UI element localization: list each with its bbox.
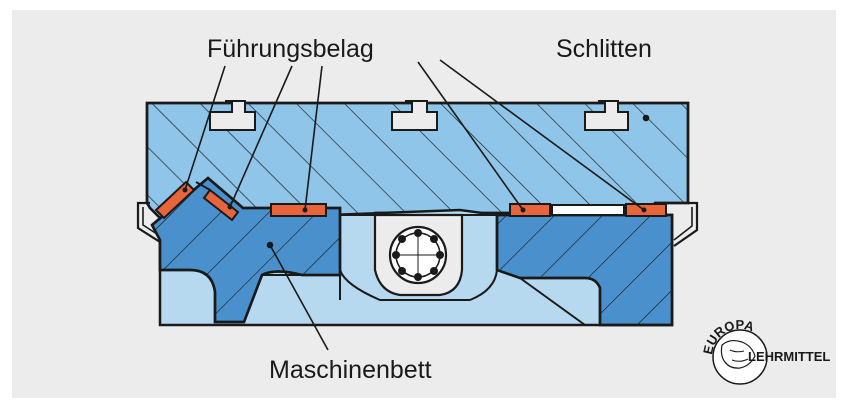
label-maschinenbett: Maschinenbett [269, 356, 432, 384]
europa-lehrmittel-logo: EUROPA LEHRMITTEL [700, 317, 830, 385]
lead-screw [373, 213, 464, 297]
logo-side-text: LEHRMITTEL [748, 349, 830, 364]
t-slot [391, 100, 438, 131]
guide-lining [154, 180, 667, 222]
leader-lines [184, 59, 650, 351]
t-slot [209, 100, 256, 131]
label-fuehrungsbelag: Führungsbelag [207, 35, 374, 63]
label-schlitten: Schlitten [556, 35, 652, 63]
t-slot [584, 100, 629, 131]
